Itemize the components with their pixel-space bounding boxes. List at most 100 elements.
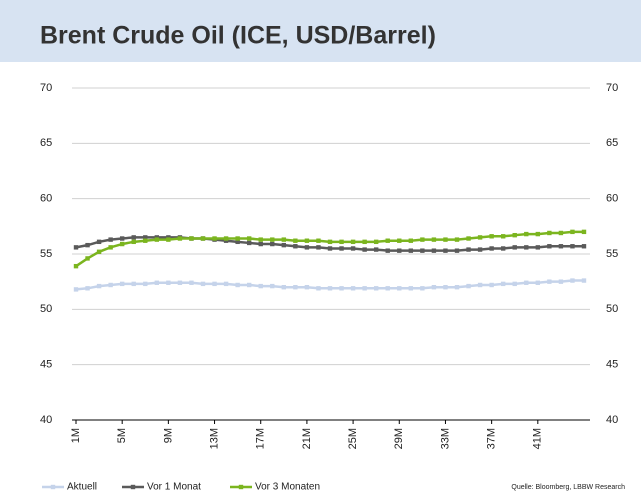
point bbox=[119, 236, 125, 241]
point bbox=[466, 247, 471, 252]
point bbox=[131, 239, 136, 245]
point bbox=[535, 245, 541, 250]
legend-label: Aktuell bbox=[67, 482, 97, 493]
point bbox=[258, 241, 263, 247]
point bbox=[200, 236, 206, 241]
point bbox=[223, 281, 229, 287]
point bbox=[108, 282, 113, 288]
point bbox=[500, 234, 506, 239]
point bbox=[189, 280, 194, 285]
point bbox=[327, 239, 333, 245]
point bbox=[293, 285, 298, 290]
point bbox=[477, 247, 483, 252]
point bbox=[316, 238, 321, 243]
point bbox=[373, 239, 379, 245]
point bbox=[177, 280, 183, 285]
point bbox=[524, 231, 529, 237]
point bbox=[223, 236, 229, 241]
point bbox=[431, 248, 437, 253]
point bbox=[293, 244, 298, 249]
point bbox=[339, 239, 344, 245]
point bbox=[246, 240, 252, 246]
point bbox=[477, 235, 483, 240]
point bbox=[304, 245, 310, 250]
point bbox=[489, 282, 494, 288]
point bbox=[143, 281, 148, 287]
point bbox=[385, 238, 390, 243]
point bbox=[512, 245, 517, 250]
point bbox=[581, 244, 587, 249]
point bbox=[500, 246, 506, 251]
point bbox=[316, 286, 321, 291]
y-tick-label: 50 bbox=[40, 303, 52, 315]
point bbox=[524, 280, 529, 285]
point bbox=[235, 236, 240, 241]
point bbox=[362, 286, 367, 291]
point bbox=[420, 286, 425, 291]
point bbox=[570, 244, 575, 249]
x-tick-label: 25M bbox=[347, 428, 359, 449]
point bbox=[570, 278, 575, 283]
point bbox=[500, 281, 506, 287]
legend-label: Vor 3 Monaten bbox=[255, 482, 320, 493]
point bbox=[362, 247, 367, 252]
point bbox=[73, 245, 79, 250]
y2-tick-label: 45 bbox=[606, 359, 618, 371]
source: Quelle: Bloomberg, LBBW Research bbox=[511, 484, 625, 491]
point bbox=[558, 279, 564, 284]
point bbox=[350, 246, 356, 251]
point bbox=[408, 238, 414, 243]
x-tick-label: 21M bbox=[301, 428, 313, 449]
point bbox=[454, 237, 460, 242]
point bbox=[200, 281, 206, 287]
point bbox=[258, 283, 263, 289]
y2-tick-label: 50 bbox=[606, 303, 618, 315]
point bbox=[258, 237, 263, 242]
point bbox=[119, 281, 125, 287]
legend-label: Vor 1 Monat bbox=[147, 482, 201, 493]
point bbox=[85, 256, 90, 261]
point bbox=[166, 280, 171, 285]
point bbox=[304, 238, 310, 243]
point bbox=[397, 248, 402, 253]
point bbox=[212, 236, 217, 241]
point bbox=[489, 246, 494, 251]
x-tick-label: 13M bbox=[208, 428, 220, 449]
point bbox=[339, 286, 344, 291]
y-tick-label: 55 bbox=[40, 248, 52, 260]
point bbox=[420, 237, 425, 242]
y-tick-label: 65 bbox=[40, 137, 52, 149]
point bbox=[558, 230, 564, 236]
point bbox=[443, 237, 448, 242]
point bbox=[431, 237, 437, 242]
point bbox=[304, 285, 310, 290]
point bbox=[581, 229, 587, 235]
point bbox=[235, 282, 240, 288]
point bbox=[385, 286, 390, 291]
point bbox=[570, 229, 575, 235]
point bbox=[547, 279, 552, 284]
point bbox=[362, 239, 367, 245]
point bbox=[281, 237, 287, 242]
x-tick-label: 41M bbox=[532, 428, 544, 449]
point bbox=[327, 246, 333, 251]
point bbox=[177, 236, 183, 241]
legend-marker bbox=[238, 484, 244, 490]
legend-marker bbox=[50, 484, 56, 490]
point bbox=[373, 286, 379, 291]
point bbox=[397, 286, 402, 291]
point bbox=[143, 238, 148, 243]
point bbox=[85, 286, 90, 291]
point bbox=[535, 231, 541, 237]
point bbox=[281, 285, 287, 290]
point bbox=[477, 282, 483, 288]
point bbox=[212, 281, 217, 287]
x-tick-label: 9M bbox=[162, 428, 174, 443]
x-tick-label: 29M bbox=[393, 428, 405, 449]
point bbox=[85, 242, 90, 248]
point bbox=[547, 230, 552, 236]
point bbox=[270, 283, 275, 289]
point bbox=[431, 285, 437, 290]
point bbox=[535, 280, 541, 285]
